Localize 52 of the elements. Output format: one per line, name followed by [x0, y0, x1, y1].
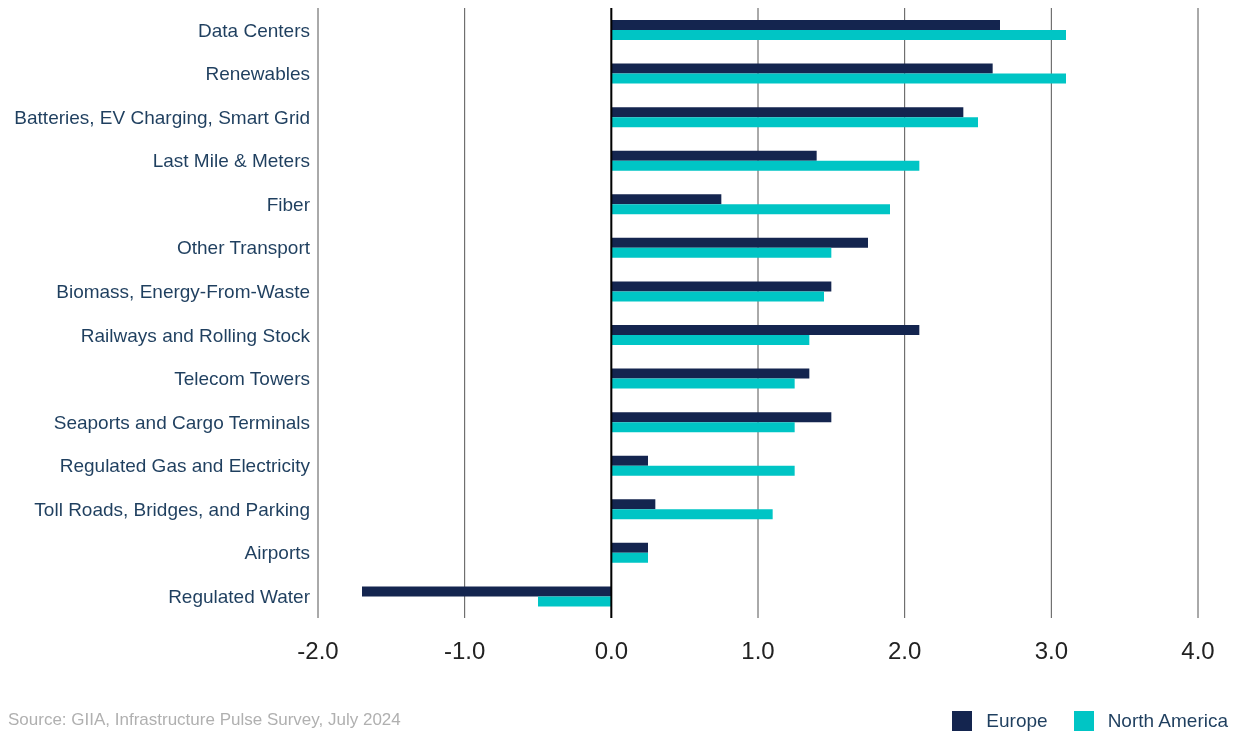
bar — [611, 455, 648, 466]
bar — [611, 422, 795, 433]
bar — [611, 465, 795, 476]
y-tick-label: Other Transport — [176, 237, 311, 259]
y-tick-label: Data Centers — [198, 19, 310, 41]
bar — [611, 63, 993, 74]
bar — [611, 335, 810, 345]
x-tick-label: 0.0 — [594, 637, 629, 665]
bar — [611, 107, 964, 118]
y-tick-label: Renewables — [205, 63, 310, 85]
y-tick-label: Railways and Rolling Stock — [80, 324, 311, 346]
bar — [538, 596, 612, 607]
bar — [611, 509, 773, 520]
x-tick-label: 2.0 — [887, 637, 922, 665]
y-tick-label: Regulated Gas and Electricity — [59, 455, 311, 477]
bar — [611, 73, 1066, 84]
y-tick-label: Airports — [244, 542, 310, 564]
x-tick-label: 3.0 — [1034, 637, 1069, 665]
legend-label: Europe — [985, 710, 1048, 732]
bar — [611, 542, 648, 553]
bar — [611, 247, 832, 258]
x-tick-label: 1.0 — [741, 637, 775, 665]
bar — [611, 20, 1000, 30]
bar — [362, 586, 612, 597]
legend-label: North America — [1106, 710, 1228, 732]
x-tick-label: -1.0 — [443, 637, 486, 665]
x-tick-label: 4.0 — [1181, 637, 1215, 665]
bar — [611, 378, 795, 389]
bar — [611, 281, 832, 292]
y-tick-label: Fiber — [266, 193, 311, 215]
y-tick-label: Telecom Towers — [174, 368, 310, 390]
bar — [611, 160, 920, 171]
y-tick-label: Batteries, EV Charging, Smart Grid — [14, 106, 310, 128]
bar — [611, 325, 920, 335]
y-tick-label: Regulated Water — [168, 585, 311, 607]
bar — [611, 368, 810, 379]
source-note: Source: GIIA, Infrastructure Pulse Survey, July 2024 — [8, 710, 401, 730]
bar — [611, 194, 722, 205]
y-tick-label: Toll Roads, Bridges, and Parking — [34, 498, 310, 520]
bar — [611, 291, 824, 302]
y-tick-label: Seaports and Cargo Terminals — [53, 411, 310, 433]
bar — [611, 117, 978, 128]
bar — [611, 499, 656, 510]
bar — [611, 412, 832, 423]
bar — [611, 30, 1066, 40]
bar — [611, 237, 868, 248]
y-tick-label: Biomass, Energy-From-Waste — [56, 280, 310, 302]
bar — [611, 552, 648, 563]
bar — [611, 204, 890, 215]
x-tick-label: -2.0 — [297, 637, 339, 665]
y-tick-label: Last Mile & Meters — [152, 150, 310, 172]
bar — [611, 150, 817, 161]
